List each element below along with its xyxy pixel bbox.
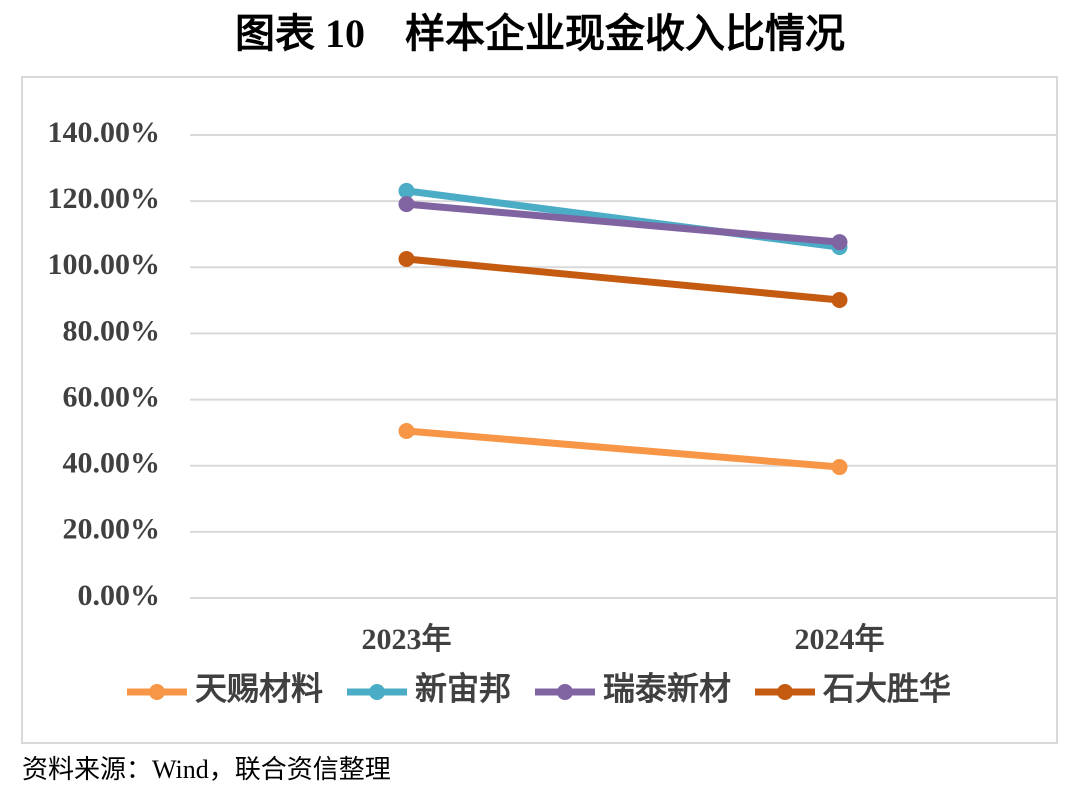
chart-frame [21, 76, 1058, 744]
legend-marker [777, 684, 794, 700]
data-point [831, 459, 848, 476]
legend-label: 瑞泰新材 [603, 670, 731, 706]
legend-label: 石大胜华 [822, 670, 951, 706]
data-point [831, 234, 848, 251]
data-point [398, 422, 415, 439]
legend-marker [148, 684, 165, 700]
y-tick-label: 120.00% [48, 182, 161, 215]
data-point [398, 196, 415, 213]
y-tick-label: 40.00% [63, 447, 161, 480]
x-tick-label: 2024年 [795, 623, 885, 656]
y-tick-label: 140.00% [48, 116, 161, 149]
series-line [403, 200, 843, 246]
source-note: 资料来源：Wind，联合资信整理 [22, 755, 391, 784]
legend-label: 新宙邦 [415, 670, 511, 706]
y-tick-label: 20.00% [63, 513, 161, 546]
legend-marker [368, 684, 385, 700]
legend-marker [557, 684, 573, 700]
y-tick-label: 0.00% [78, 579, 161, 612]
legend-label: 天赐材料 [195, 670, 323, 706]
data-point [398, 251, 415, 268]
series-line [403, 427, 843, 471]
series-line [403, 255, 843, 304]
y-tick-label: 80.00% [63, 314, 161, 347]
y-tick-label: 60.00% [63, 380, 161, 413]
chart-title: 图表 10 样本企业现金收入比情况 [235, 11, 845, 56]
x-tick-label: 2023年 [362, 623, 452, 656]
y-tick-label: 100.00% [48, 248, 161, 281]
data-point [398, 182, 415, 199]
data-point [831, 292, 848, 309]
